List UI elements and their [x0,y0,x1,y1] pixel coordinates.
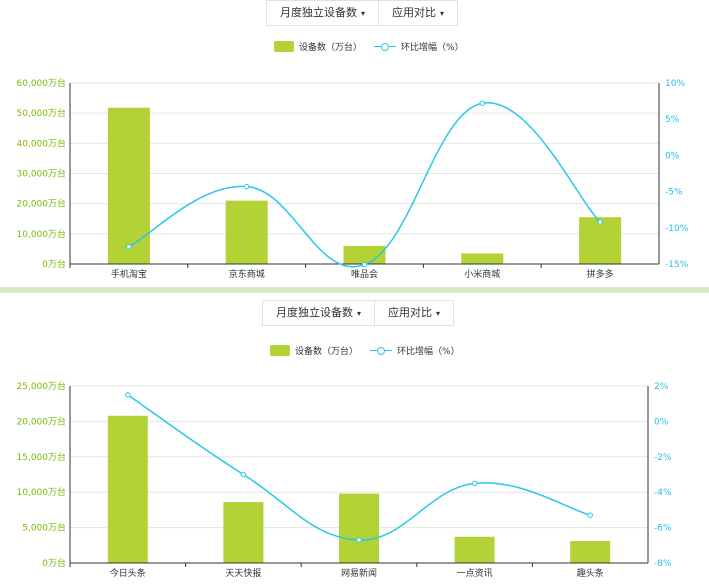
bar [461,253,504,264]
legend-label: 环比增幅（%） [397,347,460,357]
y-right-tick-label: -5% [665,188,683,198]
x-tick-label: 一点资讯 [457,568,493,579]
y-right-tick-label: -4% [654,488,672,498]
growth-point [240,471,247,478]
growth-point [126,243,132,250]
y-right-tick-label: -6% [654,524,672,534]
x-tick-label: 唯品会 [351,268,378,280]
y-left-tick-label: 10,000万台 [17,486,67,498]
app-compare-dropdown[interactable]: 应用对比 ▾ [375,300,455,326]
top-chart-panel: 月度独立设备数 ▾ 应用对比 ▾ 设备数（万台） 环比增幅（%） 0万台 10,000… [0,0,709,287]
legend-label: 设备数（万台） [295,347,359,357]
bar [223,502,264,563]
y-left-tick-label: 20,000万台 [17,198,67,210]
legend-label: 环比增幅（%） [401,43,464,53]
y-left-tick-label: 50,000万台 [17,107,67,119]
growth-point [587,512,593,518]
y-left-tick-label: 10,000万台 [17,228,67,240]
y-left-tick-label: 25,000万台 [17,380,67,392]
x-tick-label: 今日头条 [110,567,146,579]
legend-item-devices[interactable]: 设备数（万台） [274,40,362,53]
dropdown-label: 应用对比 [388,306,433,319]
y-left-tick-label: 30,000万台 [17,168,67,180]
x-tick-label: 手机淘宝 [111,268,147,280]
x-tick-label: 天天快报 [225,567,261,579]
x-tick-label: 小米商城 [464,268,500,280]
y-left-tick-label: 0万台 [42,557,66,569]
dropdown-label: 月度独立设备数 [276,306,353,319]
app-compare-dropdown[interactable]: 应用对比 ▾ [379,0,459,26]
y-left-tick-label: 60,000万台 [17,77,67,89]
growth-point [471,480,478,487]
growth-point [479,100,485,106]
x-tick-label: 网易新闻 [341,567,377,579]
legend-line-marker [370,346,393,356]
y-left-tick-label: 40,000万台 [17,137,67,149]
legend-line-marker [374,42,397,52]
legend-label: 设备数（万台） [299,43,363,53]
growth-point [356,537,362,543]
news-app-chart: 0万台 5,000万台 10,000万台 15,000万台 20,000万台 25,000… [17,380,672,579]
monthly-devices-dropdown[interactable]: 月度独立设备数 ▾ [266,0,380,26]
legend-bar-swatch [274,41,294,52]
caret-down-icon: ▾ [357,309,362,318]
legend-item-devices[interactable]: 设备数（万台） [270,344,358,357]
legend-item-growth[interactable]: 环比增幅（%） [370,344,460,357]
y-right-tick-label: 5% [665,115,680,125]
y-right-tick-label: 0% [665,151,680,161]
y-left-tick-label: 20,000万台 [17,415,67,427]
bar [225,200,268,264]
bottom-chart-panel: 月度独立设备数 ▾ 应用对比 ▾ 设备数（万台） 环比增幅（%） 0万台 5,000万… [0,293,709,586]
top-legend: 设备数（万台） 环比增幅（%） [274,40,476,53]
bar [570,541,611,563]
y-left-tick-label: 15,000万台 [17,451,67,463]
y-right-tick-label: 0% [654,417,669,427]
dropdown-label: 应用对比 [392,6,437,19]
monthly-devices-dropdown[interactable]: 月度独立设备数 ▾ [262,300,376,326]
caret-down-icon: ▾ [436,309,441,318]
dropdown-label: 月度独立设备数 [280,6,357,19]
bar [107,415,148,563]
bottom-button-row: 月度独立设备数 ▾ 应用对比 ▾ [262,300,455,326]
x-tick-label: 京东商城 [229,268,265,280]
legend-item-growth[interactable]: 环比增幅（%） [374,40,464,53]
caret-down-icon: ▾ [361,9,366,18]
y-right-tick-label: 2% [654,382,669,392]
bar [454,536,495,563]
caret-down-icon: ▾ [440,9,445,18]
y-left-tick-label: 0万台 [42,258,66,270]
ecommerce-chart: 0万台 10,000万台 20,000万台 30,000万台 40,000万台 50,00… [17,77,689,280]
top-button-row: 月度独立设备数 ▾ 应用对比 ▾ [266,0,459,26]
y-right-tick-label: -2% [654,453,672,463]
growth-point [597,219,603,225]
y-right-tick-label: -15% [665,260,689,270]
bar [339,493,379,563]
x-tick-label: 趣头条 [577,567,604,579]
growth-point [125,392,131,398]
y-right-tick-label: -10% [665,224,689,234]
bottom-legend: 设备数（万台） 环比增幅（%） [270,344,472,357]
bar [107,107,150,264]
growth-point [244,183,250,190]
bar [579,217,622,264]
growth-line [128,102,601,268]
x-tick-label: 拼多多 [587,268,614,280]
growth-point [361,262,368,268]
y-left-tick-label: 5,000万台 [22,522,66,534]
y-right-tick-label: 10% [665,79,685,89]
panel-separator [0,287,709,293]
legend-bar-swatch [270,345,290,356]
y-right-tick-label: -8% [654,559,672,569]
